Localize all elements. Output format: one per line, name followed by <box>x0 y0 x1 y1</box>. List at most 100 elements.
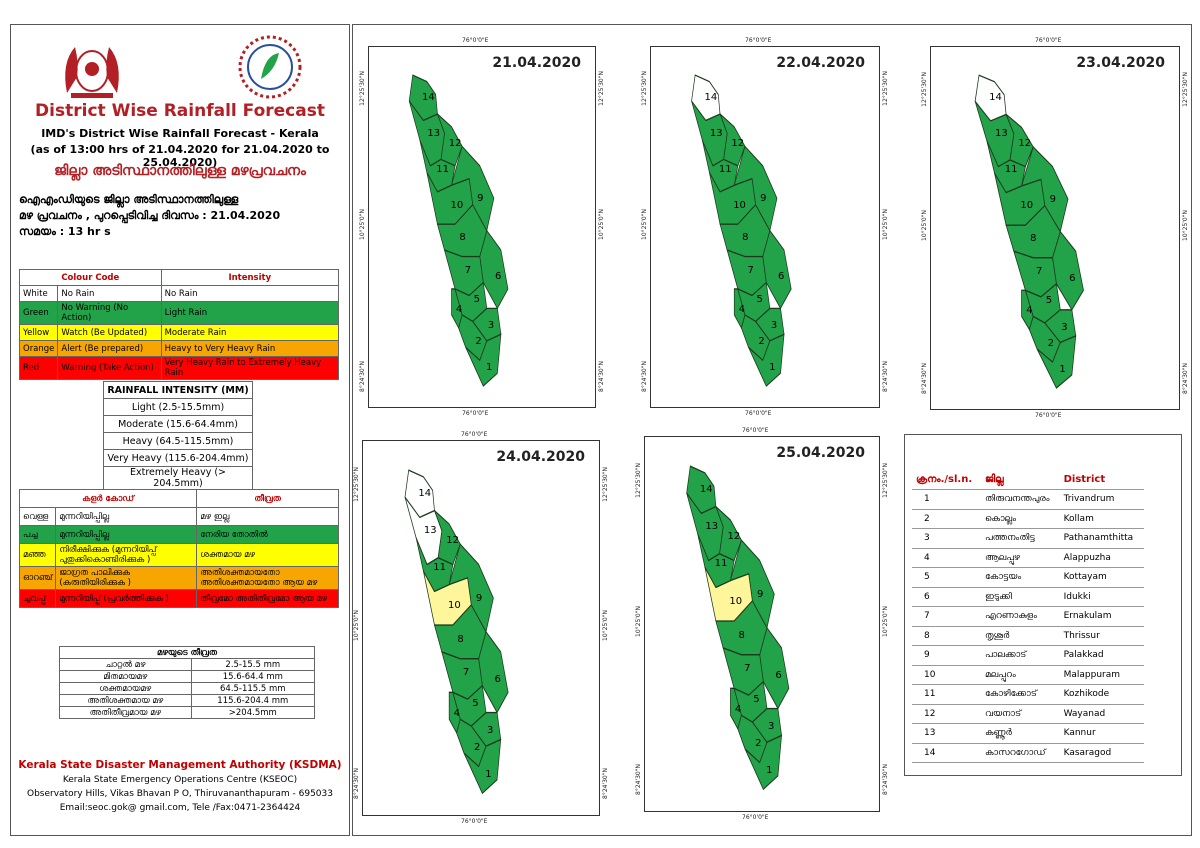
district-9-label: 9 <box>475 592 483 604</box>
lon-label-top: 76°0'0"E <box>1035 37 1062 44</box>
district-8-label: 8 <box>459 232 466 244</box>
map-date: 21.04.2020 <box>492 55 581 71</box>
district-row: 5 കോട്ടയം Kottayam <box>912 567 1144 588</box>
ml-colour-code-row: മഞ്ഞ നിരീക്ഷിക്കുക (മുന്നറിയിപ്പ് പുതുക്ക… <box>18 543 339 567</box>
district-2-label: 2 <box>474 741 481 753</box>
district-ml-name: ഇടുക്കി <box>980 587 1060 607</box>
ml-colour-name: ചുവപ്പ് <box>18 589 57 608</box>
ml-title: ജില്ലാ അടിസ്ഥാനത്തിലുള്ള മഴപ്രവചനം <box>54 163 306 179</box>
district-head-no: ക്രനം./sl.n. <box>912 470 981 490</box>
district-14-label: 14 <box>704 92 718 104</box>
district-table: ക്രനം./sl.n. ജില്ല District 1 തിരുവനന്തപു… <box>912 470 1144 763</box>
info-panel: District Wise Rainfall Forecast IMD's Di… <box>10 24 350 836</box>
district-8-label: 8 <box>742 232 749 244</box>
ml-intensity-table: മഴയുടെ തീവ്രത ചാറ്റൽ മഴ 2.5-15.5 mm മിതമായ… <box>59 646 316 719</box>
lat-label-right: 12°25'30"N <box>602 467 609 502</box>
colour-code-row: Orange Alert (Be prepared) Heavy to Very H… <box>18 340 340 357</box>
lat-label-right: 8°24'30"N <box>1182 362 1189 394</box>
district-3-label: 3 <box>487 320 495 332</box>
district-7-label: 7 <box>744 663 751 675</box>
map-area <box>352 24 1192 836</box>
district-row: 2 കൊല്ലം Kollam <box>912 509 1144 529</box>
colour-name: White <box>18 285 59 302</box>
lat-label-right: 12°25'30"N <box>598 71 605 107</box>
lat-label-left: 12°25'30"N <box>641 71 648 107</box>
rainfall-intensity-head: RAINFALL INTENSITY (MM) <box>103 381 253 399</box>
colour-action: No Warning (No Action) <box>57 301 162 325</box>
district-11-label: 11 <box>436 163 449 175</box>
district-9-label: 9 <box>760 193 767 205</box>
ml-intensity-head: തീവ്രത <box>196 489 339 508</box>
district-ml-name: തൃശൂർ <box>980 626 1060 646</box>
district-number: 5 <box>912 567 981 588</box>
district-en-name: Palakkad <box>1059 645 1144 666</box>
district-row: 3 പത്തനംതിട്ട Pathanamthitta <box>912 528 1144 549</box>
ml-intensity-head-row: മഴയുടെ തീവ്രത <box>59 646 315 659</box>
district-6-label: 6 <box>778 271 785 283</box>
district-en-name: Wayanad <box>1059 704 1144 724</box>
ml-colour-action: നിരീക്ഷിക്കുക (മുന്നറിയിപ്പ് പുതുക്കികൊണ… <box>55 543 198 567</box>
lat-label-right: 10°25'0"N <box>1182 210 1189 241</box>
district-number: 10 <box>912 665 981 685</box>
district-10-label: 10 <box>729 595 743 607</box>
forecast-subtitle: IMD's District Wise Rainfall Forecast - … <box>41 127 319 140</box>
district-en-name: Trivandrum <box>1059 489 1144 510</box>
district-number: 12 <box>912 704 981 724</box>
ml-intensity-row: ശക്തമായമഴ 64.5-115.5 mm <box>59 682 316 695</box>
intensity-head: Intensity <box>160 269 340 286</box>
district-6-label: 6 <box>494 271 502 283</box>
district-row: 9 പാലക്കാട് Palakkad <box>912 645 1144 666</box>
ml-intensity-row: അതിതീവ്രമായ മഴ >204.5mm <box>59 706 316 719</box>
colour-intensity: Heavy to Very Heavy Rain <box>160 340 340 357</box>
district-row: 4 ആലപ്പുഴ Alappuzha <box>912 548 1144 568</box>
district-ml-name: പത്തനംതിട്ട <box>980 528 1060 549</box>
district-7-label: 7 <box>464 264 472 276</box>
district-3-label: 3 <box>770 320 778 332</box>
district-9-label: 9 <box>477 193 484 205</box>
district-ml-name: ആലപ്പുഴ <box>980 548 1060 568</box>
district-4-label: 4 <box>738 303 745 315</box>
map-date: 22.04.2020 <box>776 55 865 71</box>
district-row: 10 മലപ്പുറം Malappuram <box>912 665 1144 685</box>
colour-intensity: Moderate Rain <box>160 324 340 341</box>
district-4-region <box>451 288 463 329</box>
district-4-label: 4 <box>455 303 463 315</box>
district-row: 14 കാസറഗോഡ് Kasaragod <box>912 743 1144 763</box>
lat-label-right: 10°25'0"N <box>598 209 605 240</box>
forecast-map-3: 23.04.2020 1 2 3 4 5 6 7 8 9 10 11 12 13 14 <box>930 46 1180 410</box>
district-ml-name: വയനാട് <box>980 704 1060 724</box>
district-13-label: 13 <box>705 521 719 533</box>
lat-label-left: 10°25'0"N <box>359 209 366 240</box>
lat-label-left: 8°24'30"N <box>921 362 928 394</box>
district-7-label: 7 <box>1035 265 1043 277</box>
ml-colour-intensity: തീവ്രമോ അതിതീവ്രമോ ആയ മഴ <box>196 589 339 608</box>
colour-code-head: Colour Code <box>19 269 162 286</box>
lon-label-bottom: 76°0'0"E <box>461 818 488 825</box>
forecast-map-4: 24.04.2020 1 2 3 4 5 6 7 8 9 10 11 12 13 14 <box>362 440 600 816</box>
lat-label-left: 12°25'30"N <box>635 463 642 498</box>
ml-colour-intensity: മഴ ഇല്ല <box>196 507 339 526</box>
district-5-label: 5 <box>1045 295 1053 307</box>
lon-label-top: 76°0'0"E <box>742 427 769 434</box>
lon-label-bottom: 76°0'0"E <box>742 814 769 821</box>
rainfall-intensity-table: RAINFALL INTENSITY (MM) Light (2.5-15.5m… <box>103 381 253 490</box>
district-2-label: 2 <box>758 336 765 348</box>
kerala-district-map <box>404 469 509 795</box>
intensity-row: Very Heavy (115.6-204.4mm) <box>103 449 253 467</box>
colour-action: Alert (Be prepared) <box>57 340 162 357</box>
district-ml-name: കോഴിക്കോട് <box>980 684 1060 705</box>
district-12-label: 12 <box>448 137 462 149</box>
ml-colour-intensity: അതിശക്തമായതോ അതിശക്തമായതോ ആയ മഴ <box>196 566 339 590</box>
district-ml-name: മലപ്പുറം <box>980 665 1060 685</box>
ml-intensity-label: ചാറ്റൽ മഴ <box>59 658 192 671</box>
district-head-ml: ജില്ല <box>980 470 1060 490</box>
district-9-label: 9 <box>1049 193 1056 205</box>
district-3-label: 3 <box>487 724 494 736</box>
district-14-region <box>408 74 438 122</box>
district-13-label: 13 <box>709 127 723 139</box>
forecast-map-5: 25.04.2020 1 2 3 4 5 6 7 8 9 10 11 12 13 14 <box>644 436 880 812</box>
district-en-name: Ernakulam <box>1059 606 1144 627</box>
ml-colour-code-row: പച്ച മുന്നറിയിപ്പില്ല നേരിയ തോതിൽ <box>18 525 339 544</box>
district-9-label: 9 <box>756 588 764 600</box>
lon-label-bottom: 76°0'0"E <box>745 410 772 417</box>
